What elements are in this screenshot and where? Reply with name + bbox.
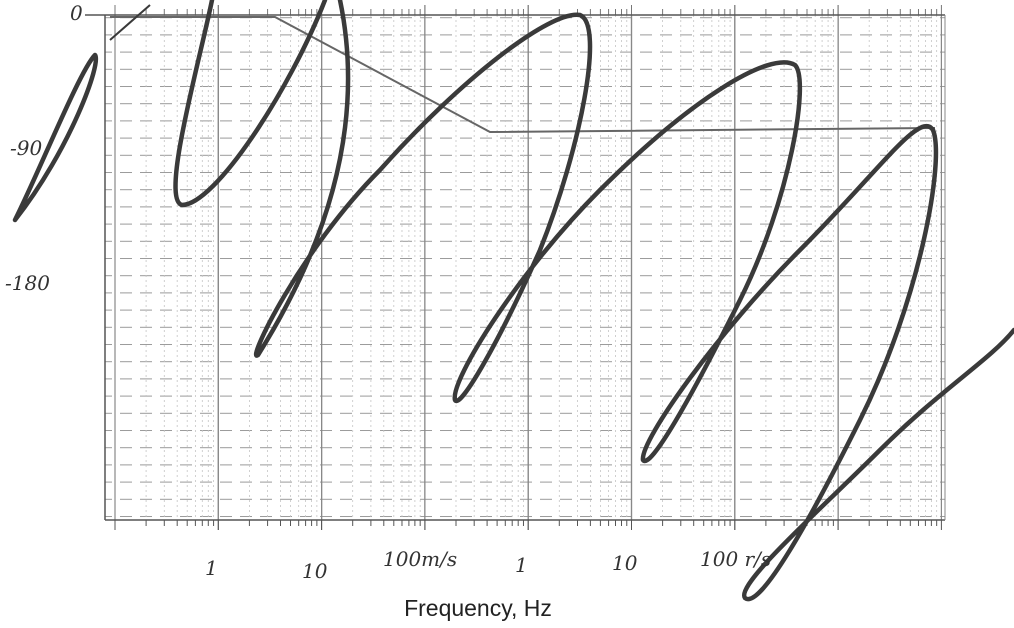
grid-background xyxy=(105,15,945,520)
y-label: -180 xyxy=(5,271,50,295)
x-label: 1 xyxy=(205,556,218,580)
x-label: 100m/s xyxy=(383,547,457,571)
y-label: 0 xyxy=(70,1,83,25)
scanned-plot: 0 -90 -180 1 10 100m/s 1 10 100 r/s Freq… xyxy=(0,0,1014,628)
x-axis-title: Frequency, Hz xyxy=(404,595,552,621)
x-label: 1 xyxy=(515,553,528,577)
page: {"x_axis": {"label": "Frequency, Hz"}, "… xyxy=(0,0,1014,628)
y-label: -90 xyxy=(10,136,42,160)
x-label: 10 xyxy=(612,551,638,575)
x-label: 10 xyxy=(302,559,328,583)
x-label: 100 r/s xyxy=(700,547,771,571)
